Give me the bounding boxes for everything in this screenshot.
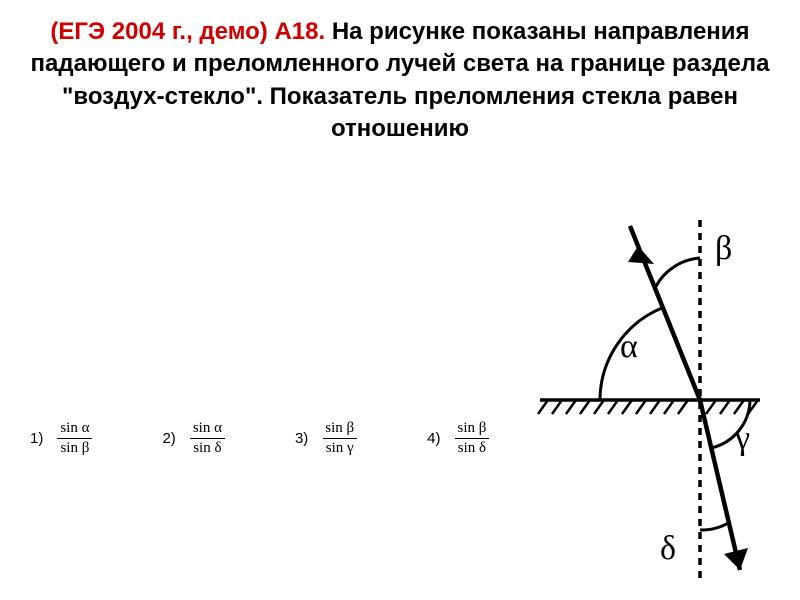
answer-options: 1) sin α sin β 2) sin α sin δ 3) sin β s… [30, 420, 489, 458]
fraction: sin β sin γ [322, 420, 357, 458]
option-number: 3) [295, 430, 308, 447]
numerator: sin α [57, 420, 92, 438]
numerator: sin β [322, 420, 357, 438]
source-label: (ЕГЭ 2004 г., демо) А18. [50, 18, 325, 45]
arc-beta [655, 258, 700, 288]
option-number: 2) [162, 430, 175, 447]
numerator: sin β [455, 420, 490, 438]
option-number: 1) [30, 430, 43, 447]
label-alpha: α [620, 328, 638, 366]
arc-delta [700, 522, 730, 530]
label-beta: β [715, 230, 732, 268]
option-1: 1) sin α sin β [30, 420, 92, 458]
problem-title: (ЕГЭ 2004 г., демо) А18. На рисунке пока… [0, 0, 800, 146]
numerator: sin α [190, 420, 225, 438]
option-2: 2) sin α sin δ [162, 420, 224, 458]
option-3: 3) sin β sin γ [295, 420, 357, 458]
denominator: sin δ [190, 438, 224, 457]
refracted-arrow-icon [724, 548, 748, 570]
refraction-diagram: β α γ δ [510, 220, 770, 580]
denominator: sin β [57, 438, 92, 457]
option-number: 4) [427, 430, 440, 447]
denominator: sin δ [455, 438, 489, 457]
fraction: sin α sin β [57, 420, 92, 458]
option-4: 4) sin β sin δ [427, 420, 489, 458]
fraction: sin β sin δ [455, 420, 490, 458]
label-gamma: γ [735, 420, 750, 458]
fraction: sin α sin δ [190, 420, 225, 458]
denominator: sin γ [323, 438, 357, 457]
refracted-ray [700, 400, 740, 570]
label-delta: δ [660, 530, 676, 568]
hatching [538, 400, 758, 414]
